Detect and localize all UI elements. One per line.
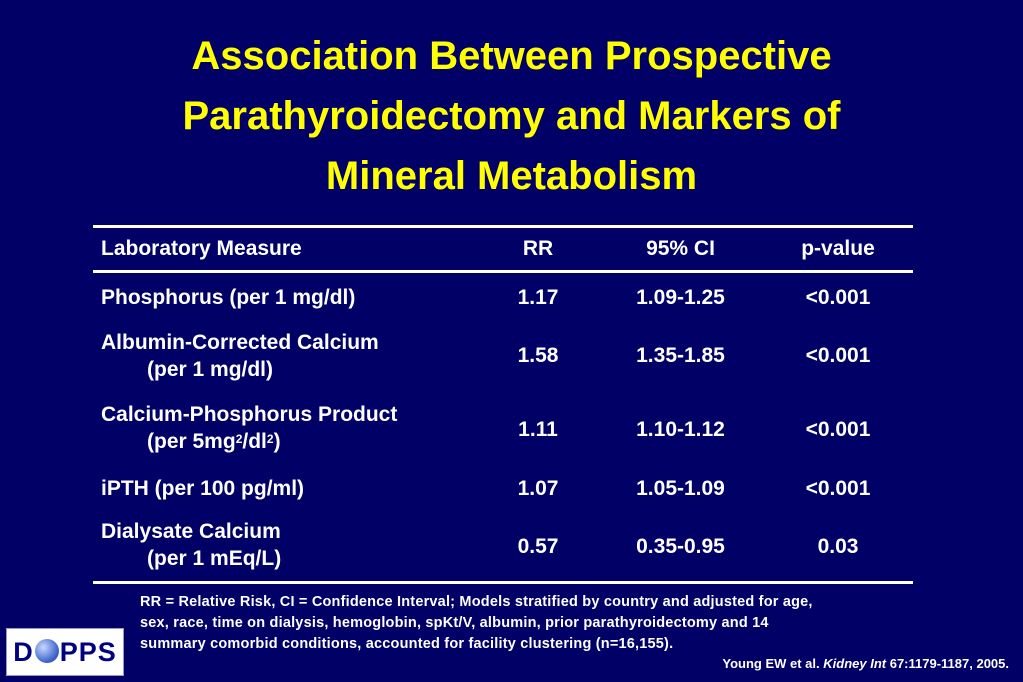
table-top-rule [93,225,913,228]
row-measure-unit: (per 1 mEq/L) [147,547,282,570]
title-line-2: Parathyroidectomy and Markers of [182,94,841,138]
row-p-value: <0.001 [805,344,871,367]
row-measure: iPTH (per 100 pg/ml) [101,477,305,500]
row-p-value: <0.001 [805,477,871,500]
row-rr: 1.11 [518,418,558,441]
row-rr: 1.58 [517,344,559,367]
row-rr: 1.17 [517,286,559,309]
header-rr: RR [522,237,554,260]
row-rr: 0.57 [517,535,559,558]
title-line-3: Mineral Metabolism [325,154,698,198]
slide-title: Association Between Prospective Parathyr… [0,26,1023,206]
row-ci: 0.35-0.95 [636,535,725,558]
row-measure: Phosphorus (per 1 mg/dl) [101,286,356,309]
footnote-line-1: RR = Relative Risk, CI = Confidence Inte… [140,594,813,610]
citation-ref: 67:1179-1187, 2005. [889,656,1009,671]
row-measure-unit: (per 1 mg/dl) [147,358,274,381]
row-ci: 1.35-1.85 [636,344,725,367]
row-rr: 1.07 [517,477,559,500]
globe-icon [34,639,59,663]
header-ci: 95% CI [646,237,715,260]
row-ci: 1.05-1.09 [636,477,725,500]
logo-prefix: D [13,636,34,667]
row-measure: Albumin-Corrected Calcium (per 1 mg/dl) [101,329,379,383]
row-p-value: <0.001 [805,286,871,309]
row-p-value: <0.001 [805,418,871,441]
footnote: RR = Relative Risk, CI = Confidence Inte… [140,592,960,655]
footnote-line-2: sex, race, time on dialysis, hemoglobin,… [140,615,769,631]
row-measure-main: Dialysate Calcium [101,520,281,543]
row-measure-main: Albumin-Corrected Calcium [101,331,379,354]
row-p-value: 0.03 [817,535,859,558]
row-measure-unit: (per 5mg2/dl2) [147,430,281,453]
header-p-value: p-value [801,237,875,260]
header-laboratory-measure: Laboratory Measure [101,237,302,260]
row-ci: 1.09-1.25 [636,286,725,309]
row-measure-main: Calcium-Phosphorus Product [101,403,398,426]
citation-authors: Young EW et al. [722,656,820,671]
row-measure: Dialysate Calcium (per 1 mEq/L) [101,518,281,572]
title-line-1: Association Between Prospective [191,34,832,78]
table-bottom-rule [93,581,913,584]
footnote-line-3: summary comorbid conditions, accounted f… [140,636,674,652]
citation-journal: Kidney Int [823,656,887,671]
row-ci: 1.10-1.12 [636,418,725,441]
row-measure: Calcium-Phosphorus Product (per 5mg2/dl2… [101,401,397,455]
table-header-rule [93,270,913,273]
logo-suffix: PPS [59,636,117,667]
citation: Young EW et al. Kidney Int 67:1179-1187,… [722,656,1009,671]
dopps-logo: D PPS [6,628,124,676]
